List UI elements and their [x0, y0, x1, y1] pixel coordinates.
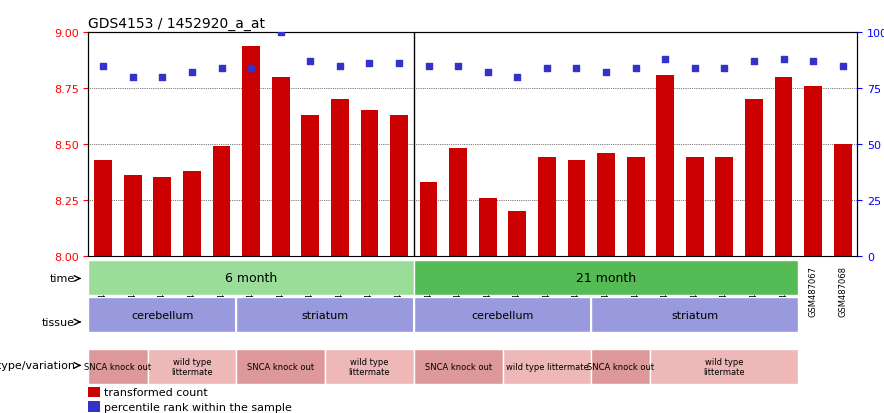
- Point: [481, 70, 495, 76]
- Text: SNCA knock out: SNCA knock out: [587, 362, 654, 371]
- Text: SNCA knock out: SNCA knock out: [248, 362, 314, 371]
- Bar: [538, 158, 556, 256]
- Bar: [148, 349, 236, 384]
- Point: [96, 63, 110, 70]
- Bar: [651, 349, 798, 384]
- Point: [717, 65, 731, 72]
- Bar: [591, 297, 798, 332]
- Text: cerebellum: cerebellum: [471, 310, 534, 320]
- Point: [451, 63, 465, 70]
- Bar: [361, 111, 378, 256]
- Bar: [656, 76, 674, 256]
- Bar: [686, 158, 704, 256]
- Text: wild type littermate: wild type littermate: [506, 362, 588, 371]
- Point: [510, 74, 524, 81]
- Bar: [414, 297, 591, 332]
- Bar: [88, 349, 148, 384]
- Point: [629, 65, 643, 72]
- Bar: [236, 349, 325, 384]
- Point: [540, 65, 554, 72]
- Text: tissue: tissue: [42, 317, 75, 327]
- Bar: [331, 100, 348, 256]
- Text: percentile rank within the sample: percentile rank within the sample: [103, 402, 292, 412]
- Bar: [449, 149, 467, 256]
- Bar: [479, 198, 497, 256]
- Text: striatum: striatum: [301, 310, 348, 320]
- Bar: [420, 183, 438, 256]
- Bar: [598, 154, 615, 256]
- Bar: [591, 349, 651, 384]
- Text: time: time: [50, 274, 75, 284]
- Bar: [183, 171, 201, 256]
- Point: [303, 59, 317, 65]
- Bar: [508, 211, 526, 256]
- Bar: [301, 116, 319, 256]
- Text: cerebellum: cerebellum: [131, 310, 194, 320]
- Bar: [95, 160, 112, 256]
- Text: SNCA knock out: SNCA knock out: [424, 362, 492, 371]
- Point: [599, 70, 613, 76]
- Bar: [154, 178, 171, 256]
- Point: [185, 70, 199, 76]
- Point: [362, 61, 377, 68]
- Point: [215, 65, 229, 72]
- Bar: [236, 297, 414, 332]
- Bar: [325, 349, 414, 384]
- Bar: [88, 297, 236, 332]
- Point: [156, 74, 170, 81]
- Bar: [715, 158, 733, 256]
- Bar: [124, 176, 141, 256]
- Bar: [88, 387, 100, 397]
- Bar: [502, 349, 591, 384]
- Point: [806, 59, 820, 65]
- Text: genotype/variation: genotype/variation: [0, 361, 75, 370]
- Point: [659, 57, 673, 63]
- Bar: [774, 78, 792, 256]
- Bar: [568, 160, 585, 256]
- Text: wild type
littermate: wild type littermate: [348, 357, 390, 376]
- Bar: [414, 349, 502, 384]
- Point: [274, 30, 288, 36]
- Bar: [834, 145, 851, 256]
- Text: wild type
littermate: wild type littermate: [704, 357, 745, 376]
- Point: [422, 63, 436, 70]
- Bar: [745, 100, 763, 256]
- Text: SNCA knock out: SNCA knock out: [84, 362, 151, 371]
- Bar: [88, 401, 100, 411]
- Text: GDS4153 / 1452920_a_at: GDS4153 / 1452920_a_at: [88, 17, 265, 31]
- Point: [392, 61, 406, 68]
- Text: 21 month: 21 month: [576, 271, 636, 284]
- Point: [332, 63, 347, 70]
- Point: [747, 59, 761, 65]
- Point: [569, 65, 583, 72]
- Bar: [414, 260, 798, 295]
- Point: [835, 63, 850, 70]
- Text: striatum: striatum: [671, 310, 719, 320]
- Bar: [804, 87, 822, 256]
- Bar: [627, 158, 644, 256]
- Text: transformed count: transformed count: [103, 387, 208, 397]
- Point: [126, 74, 140, 81]
- Point: [776, 57, 790, 63]
- Bar: [213, 147, 231, 256]
- Point: [688, 65, 702, 72]
- Text: wild type
littermate: wild type littermate: [171, 357, 213, 376]
- Bar: [390, 116, 408, 256]
- Bar: [242, 46, 260, 256]
- Point: [244, 65, 258, 72]
- Bar: [271, 78, 290, 256]
- Text: 6 month: 6 month: [225, 271, 278, 284]
- Bar: [88, 260, 414, 295]
